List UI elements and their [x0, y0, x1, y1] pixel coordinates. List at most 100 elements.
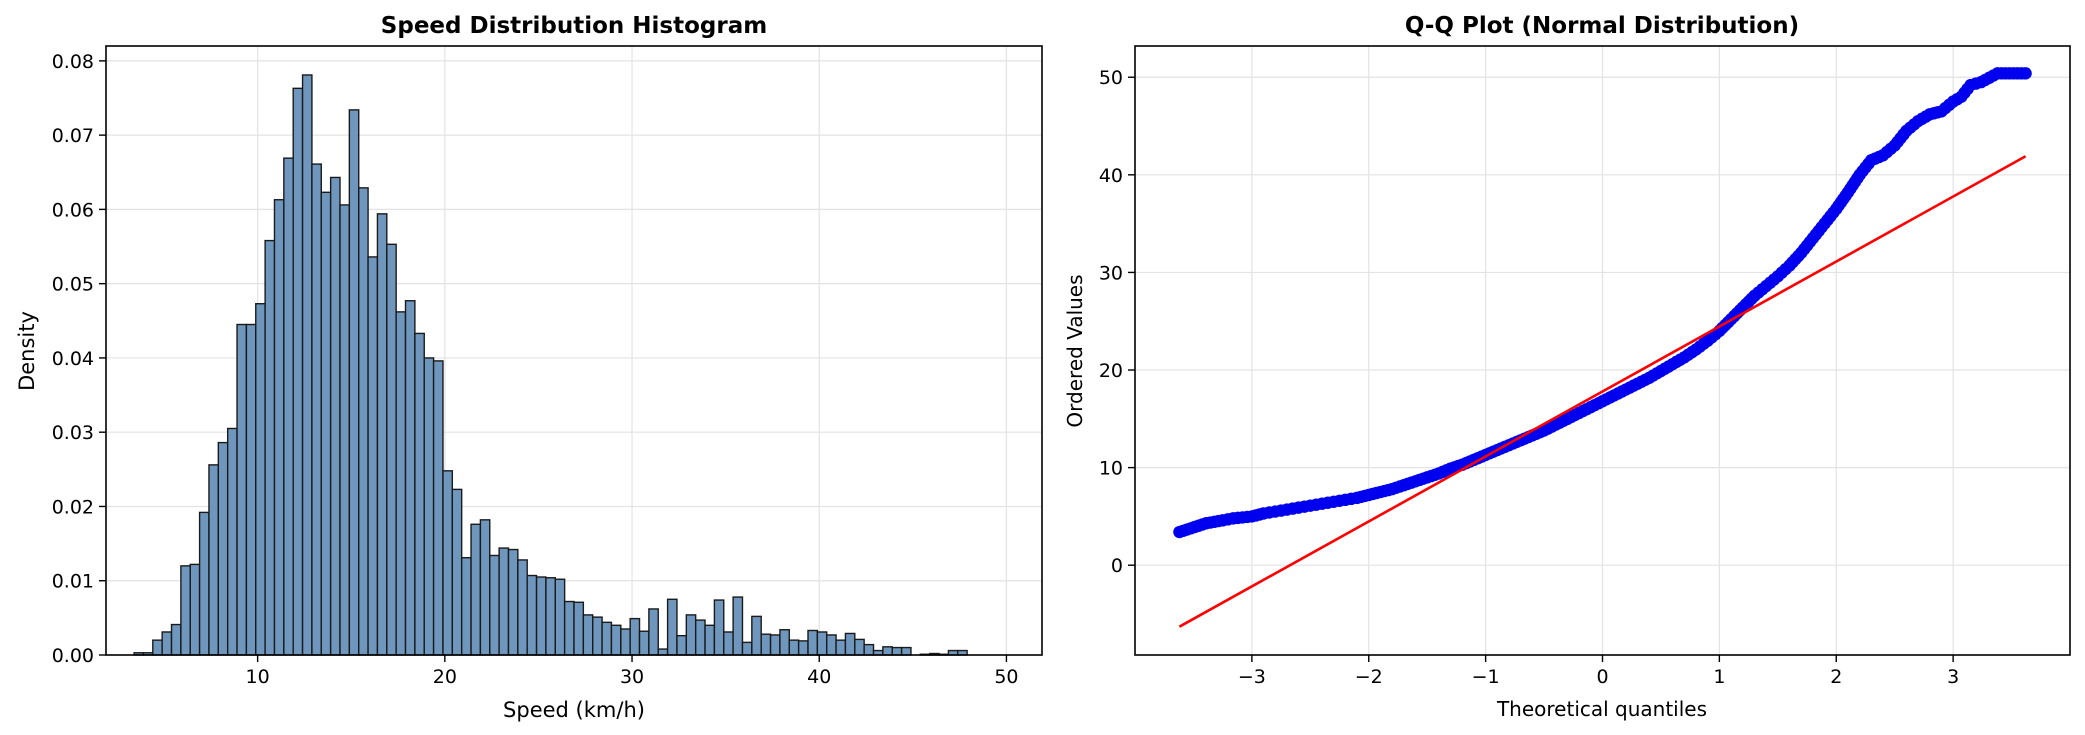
histogram-bar	[404, 300, 416, 656]
histogram-bar	[217, 441, 229, 656]
histogram-bar	[170, 623, 182, 656]
histogram-y-tick-label: 0.06	[52, 199, 94, 221]
histogram-bar	[610, 624, 622, 656]
histogram-bar	[264, 239, 276, 656]
histogram-bar	[414, 332, 425, 656]
histogram-y-tick-label: 0.02	[52, 496, 94, 518]
histogram-bar	[180, 565, 191, 656]
histogram-bar	[573, 601, 585, 656]
qq-x-tick-label: 3	[1947, 666, 1959, 688]
histogram-bar	[751, 615, 762, 656]
histogram-bar	[386, 243, 397, 656]
histogram-bar	[423, 357, 435, 656]
qq-point	[1212, 514, 1225, 528]
histogram-bar	[189, 563, 201, 656]
qq-x-tick-label: −3	[1238, 666, 1266, 688]
histogram-bar	[723, 631, 734, 656]
histogram-x-tick-label: 30	[620, 666, 644, 688]
histogram-bar	[694, 619, 706, 656]
histogram-bar	[732, 596, 744, 656]
histogram-bar	[442, 470, 454, 656]
histogram-bar	[245, 323, 257, 656]
histogram-bar	[358, 187, 369, 656]
histogram-bar	[395, 311, 407, 656]
histogram-y-tick-label: 0.00	[52, 645, 94, 667]
qq-y-tick-label: 10	[1099, 458, 1123, 480]
histogram-y-tick-label: 0.03	[52, 422, 94, 444]
qq-y-tick-label: 20	[1099, 360, 1123, 382]
histogram-bar	[236, 323, 248, 656]
histogram-x-tick-label: 40	[807, 666, 831, 688]
histogram-bar	[844, 632, 856, 656]
histogram-bar	[507, 548, 519, 656]
histogram-bar	[685, 614, 697, 656]
histogram-bar	[563, 600, 575, 656]
histogram-y-tick-label: 0.08	[52, 51, 94, 73]
histogram-bar	[311, 163, 322, 656]
qq-x-tick-label: 2	[1830, 666, 1842, 688]
qq-point	[2015, 67, 2028, 80]
histogram-plot-frame	[105, 45, 1043, 656]
histogram-bar	[554, 578, 566, 656]
qq-point	[1333, 494, 1346, 507]
histogram-bar	[769, 634, 781, 656]
histogram-bar	[535, 576, 547, 656]
qq-point	[1231, 511, 1245, 525]
histogram-bar	[498, 547, 510, 656]
histogram-bar	[629, 617, 641, 656]
histogram-bar	[788, 639, 800, 656]
histogram-bars	[133, 74, 968, 656]
histogram-bar	[900, 646, 912, 656]
histogram-bar	[638, 630, 650, 656]
histogram-bar	[760, 633, 772, 656]
histogram-bar	[676, 634, 688, 656]
qq-points	[1173, 67, 2032, 628]
histogram-bar	[797, 640, 809, 656]
qq-point	[1969, 77, 1983, 90]
histogram-bar	[255, 303, 266, 656]
qq-point	[1321, 496, 1335, 509]
histogram-bar	[891, 646, 903, 656]
histogram-bar	[376, 213, 388, 656]
qq-point	[1274, 504, 1288, 517]
histogram-bar	[816, 631, 828, 656]
histogram-bar	[226, 427, 238, 656]
histogram-bar	[545, 577, 556, 656]
histogram-bar	[367, 256, 379, 656]
histogram-bar	[779, 629, 790, 656]
qq-x-tick-label: −1	[1472, 666, 1500, 688]
histogram-bar	[320, 191, 332, 656]
histogram-y-tick-label: 0.01	[52, 571, 94, 593]
histogram-bar	[854, 638, 865, 656]
qq-point	[1286, 502, 1299, 515]
histogram-bar	[451, 488, 463, 656]
histogram-y-tick-label: 0.05	[52, 274, 94, 296]
histogram-y-axis-label: Density	[15, 311, 39, 391]
histogram-bar	[283, 157, 294, 656]
histogram-x-tick-label: 10	[246, 666, 270, 688]
qq-point	[1345, 492, 1358, 506]
histogram-bar	[582, 614, 594, 656]
histogram-x-axis-label: Speed (km/h)	[503, 698, 645, 722]
qq-reference-line	[1178, 155, 2027, 628]
histogram-y-tick-label: 0.07	[52, 125, 94, 147]
histogram-y-tick-label: 0.04	[52, 348, 94, 370]
histogram-bar	[152, 639, 163, 656]
qq-point	[1221, 513, 1235, 526]
histogram-x-tick-label: 20	[433, 666, 457, 688]
qq-x-tick-label: 1	[1713, 666, 1725, 688]
histogram-bar	[741, 641, 753, 656]
histogram-title: Speed Distribution Histogram	[381, 13, 767, 39]
qq-point	[1298, 500, 1311, 513]
histogram-bar	[657, 648, 669, 656]
histogram-bar	[301, 74, 313, 656]
qq-x-tick-label: −2	[1355, 666, 1383, 688]
histogram-bar	[882, 646, 893, 656]
histogram-bar	[489, 554, 500, 656]
histogram-bar	[198, 511, 210, 656]
histogram-ticks: 10 20 30 40 50 0.00 0.01 0.02 0.03 0.04 0.05 0.06 0.…	[52, 51, 1019, 688]
histogram-bar	[470, 523, 482, 656]
histogram-bar	[273, 199, 285, 656]
